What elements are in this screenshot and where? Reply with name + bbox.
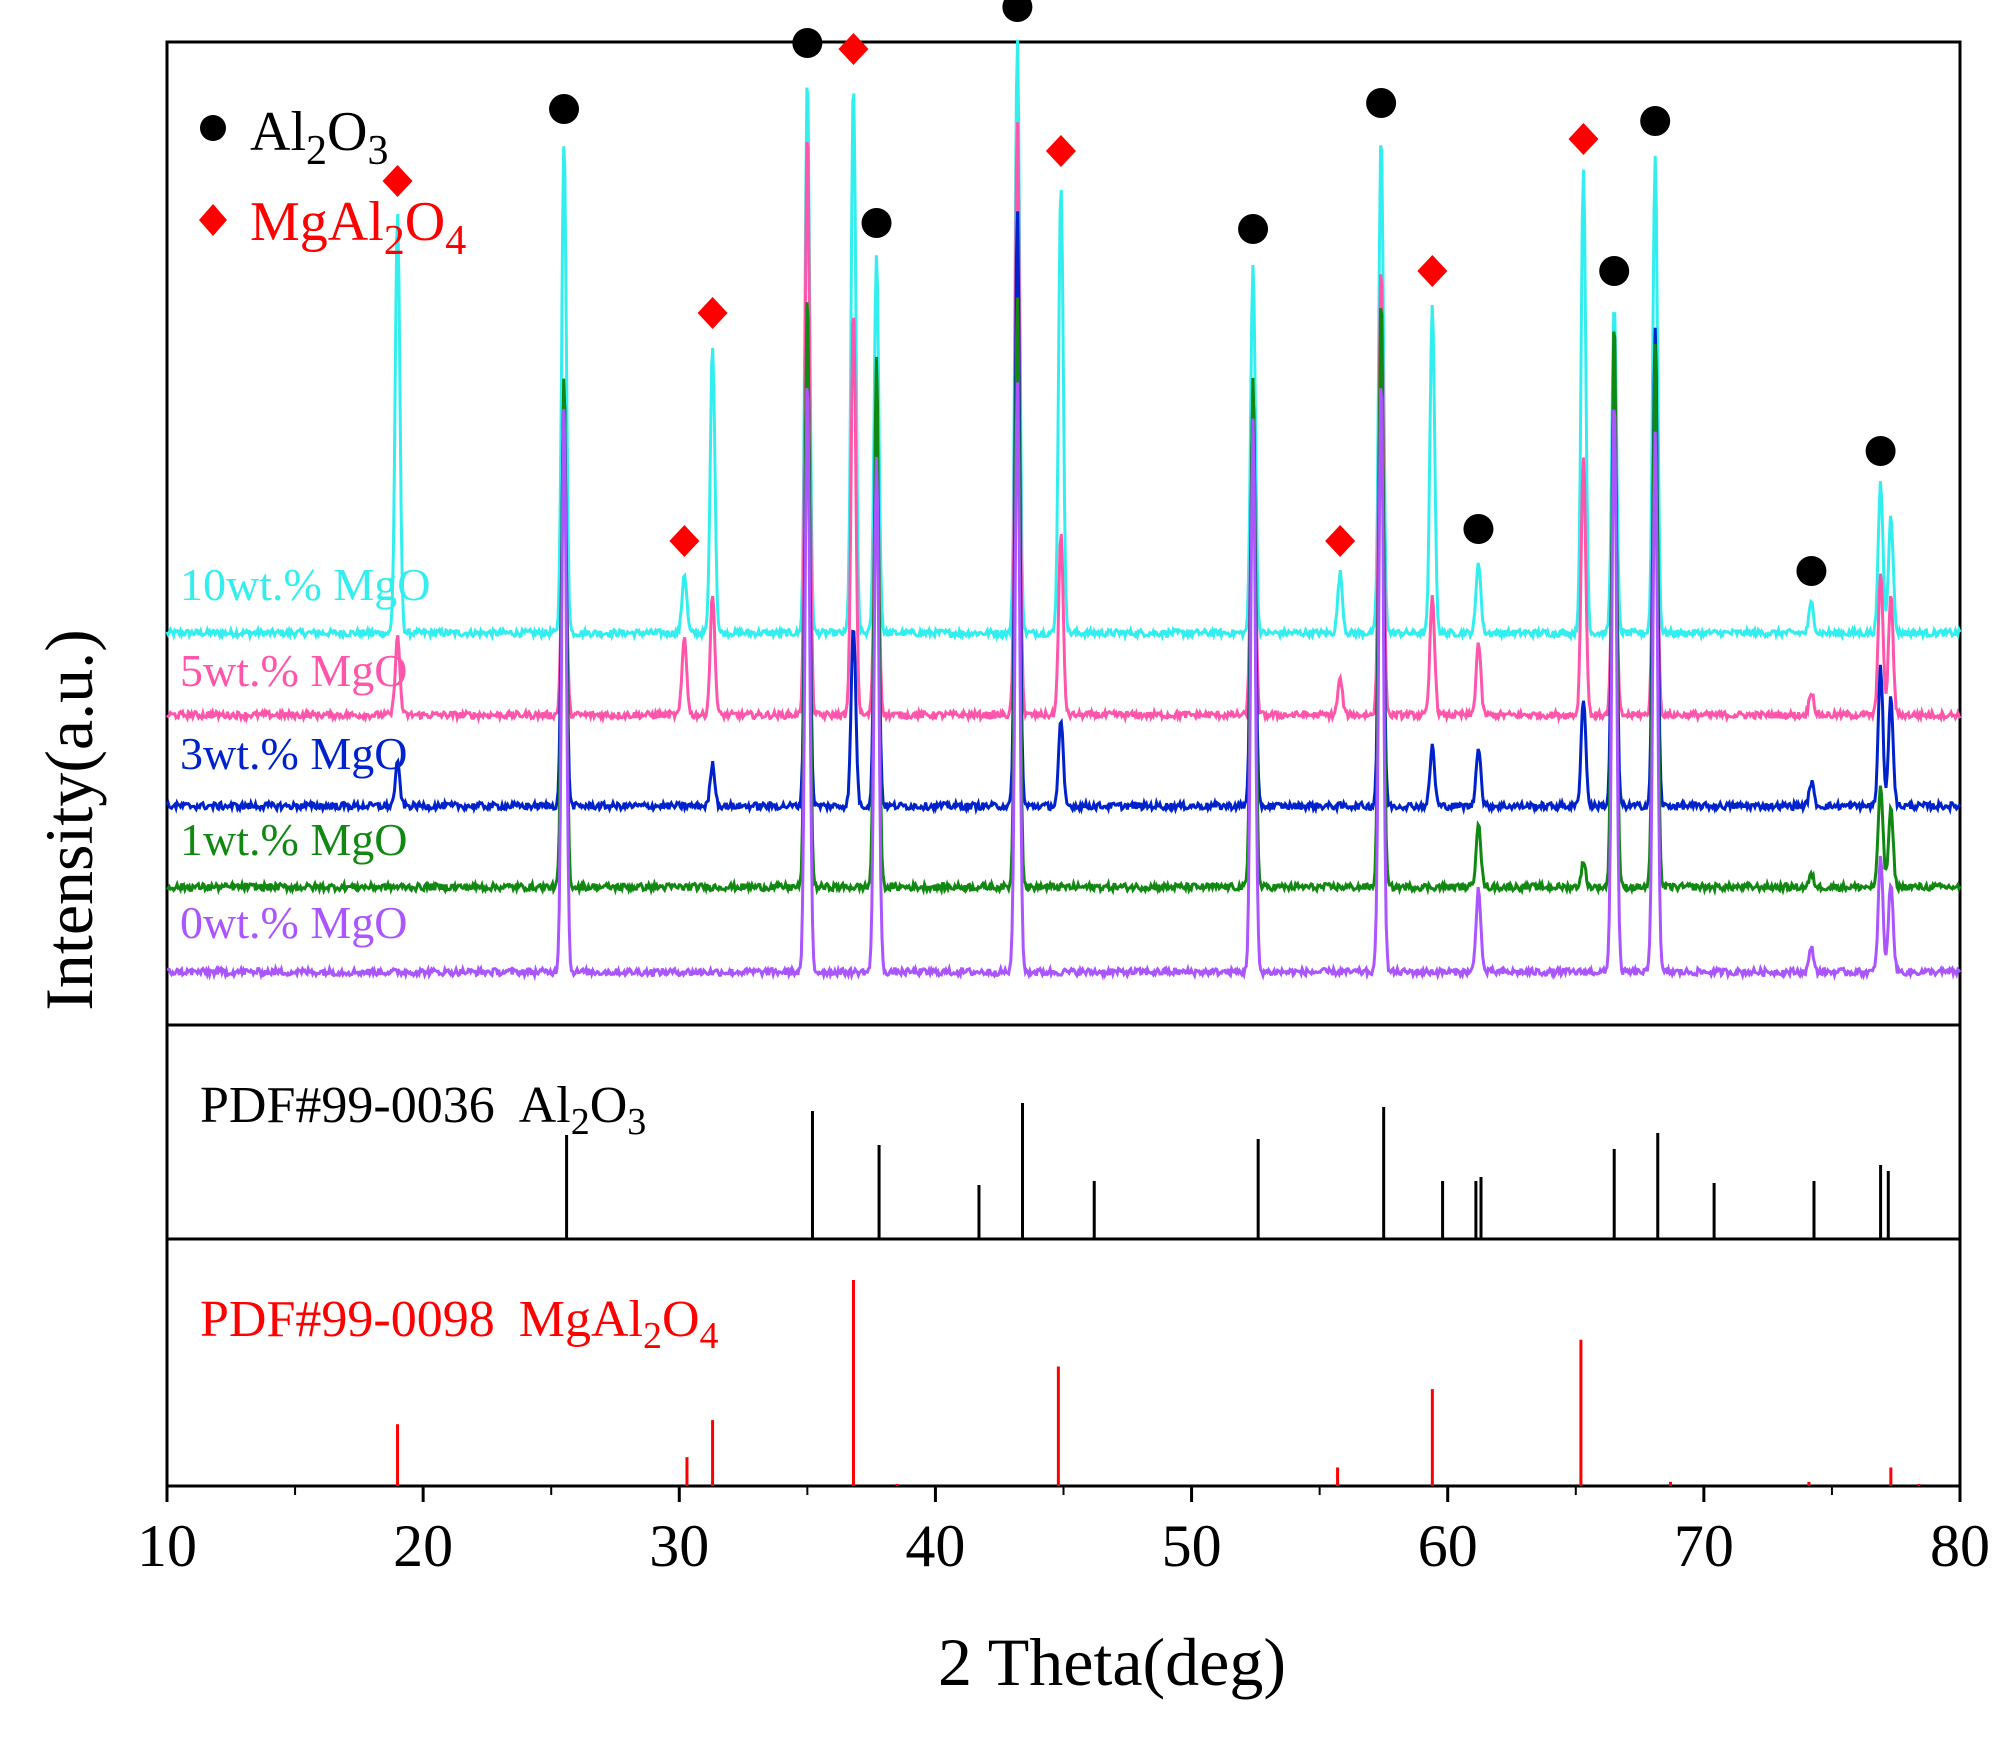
mgal2o4-peak-marker [669,525,700,557]
x-tick-label: 30 [649,1513,709,1579]
series-line-5wt-mgo [165,122,1962,725]
al2o3-peak-marker [792,28,823,58]
legend-label-mgal2o4: MgAl2O4 [250,191,466,264]
x-tick-label: 60 [1418,1513,1478,1579]
al2o3-peak-marker [861,208,892,238]
series-label-10wt-mgo: 10wt.% MgO [180,559,430,610]
al2o3-peak-marker [1599,256,1630,286]
y-axis-title: Intensity(a.u.) [31,629,107,1010]
mgal2o4-peak-marker [1045,135,1076,167]
x-tick-label: 40 [905,1513,965,1579]
series-label-0wt-mgo: 0wt.% MgO [180,897,407,948]
series-line-1wt-mgo [165,297,1962,897]
al2o3-peak-marker [1002,0,1033,22]
legend-label-al2o3: Al2O3 [250,101,388,174]
legend: Al2O3 MgAl2O4 [199,101,466,264]
al2o3-peak-marker [1865,436,1896,466]
x-tick-label: 10 [137,1513,197,1579]
al2o3-peak-marker [549,94,580,124]
x-axis-title: 2 Theta(deg) [938,1624,1286,1700]
mgal2o4-reference-panel-frame [165,1237,1962,1488]
reference-label-al2o3: PDF#99-0036 Al2O3 [200,1077,646,1143]
series-line-10wt-mgo [165,39,1962,643]
x-tick-label: 20 [393,1513,453,1579]
al2o3-peak-marker [1463,514,1494,544]
series-line-0wt-mgo [166,382,1962,982]
phase-markers [382,0,1896,586]
mgal2o4-peak-marker [838,33,869,65]
series-line-3wt-mgo [165,211,1962,816]
legend-diamond-marker [199,204,227,236]
mgal2o4-peak-marker [1568,123,1599,155]
reference-label-mgal2o4: PDF#99-0098 MgAl2O4 [200,1291,719,1357]
mgal2o4-peak-marker [382,165,413,197]
x-tick-label: 70 [1674,1513,1734,1579]
reference-lines [396,1103,1921,1486]
x-tick-label: 50 [1162,1513,1222,1579]
diffraction-series [165,39,1962,982]
trace-labels: 10wt.% MgO 5wt.% MgO 3wt.% MgO 1wt.% MgO 0wt… [180,559,430,948]
al2o3-peak-marker [1640,106,1671,136]
mgal2o4-peak-marker [697,297,728,329]
mgal2o4-peak-marker [1417,255,1448,287]
al2o3-peak-marker [1796,556,1827,586]
legend-circle-marker [200,115,226,141]
al2o3-peak-marker [1238,214,1269,244]
series-label-5wt-mgo: 5wt.% MgO [180,645,407,696]
series-label-3wt-mgo: 3wt.% MgO [180,728,407,779]
x-axis: 10 20 30 40 50 60 70 80 [137,1486,1990,1579]
series-label-1wt-mgo: 1wt.% MgO [180,814,407,865]
al2o3-peak-marker [1366,88,1397,118]
mgal2o4-peak-marker [1325,525,1356,557]
x-tick-label: 80 [1930,1513,1990,1579]
